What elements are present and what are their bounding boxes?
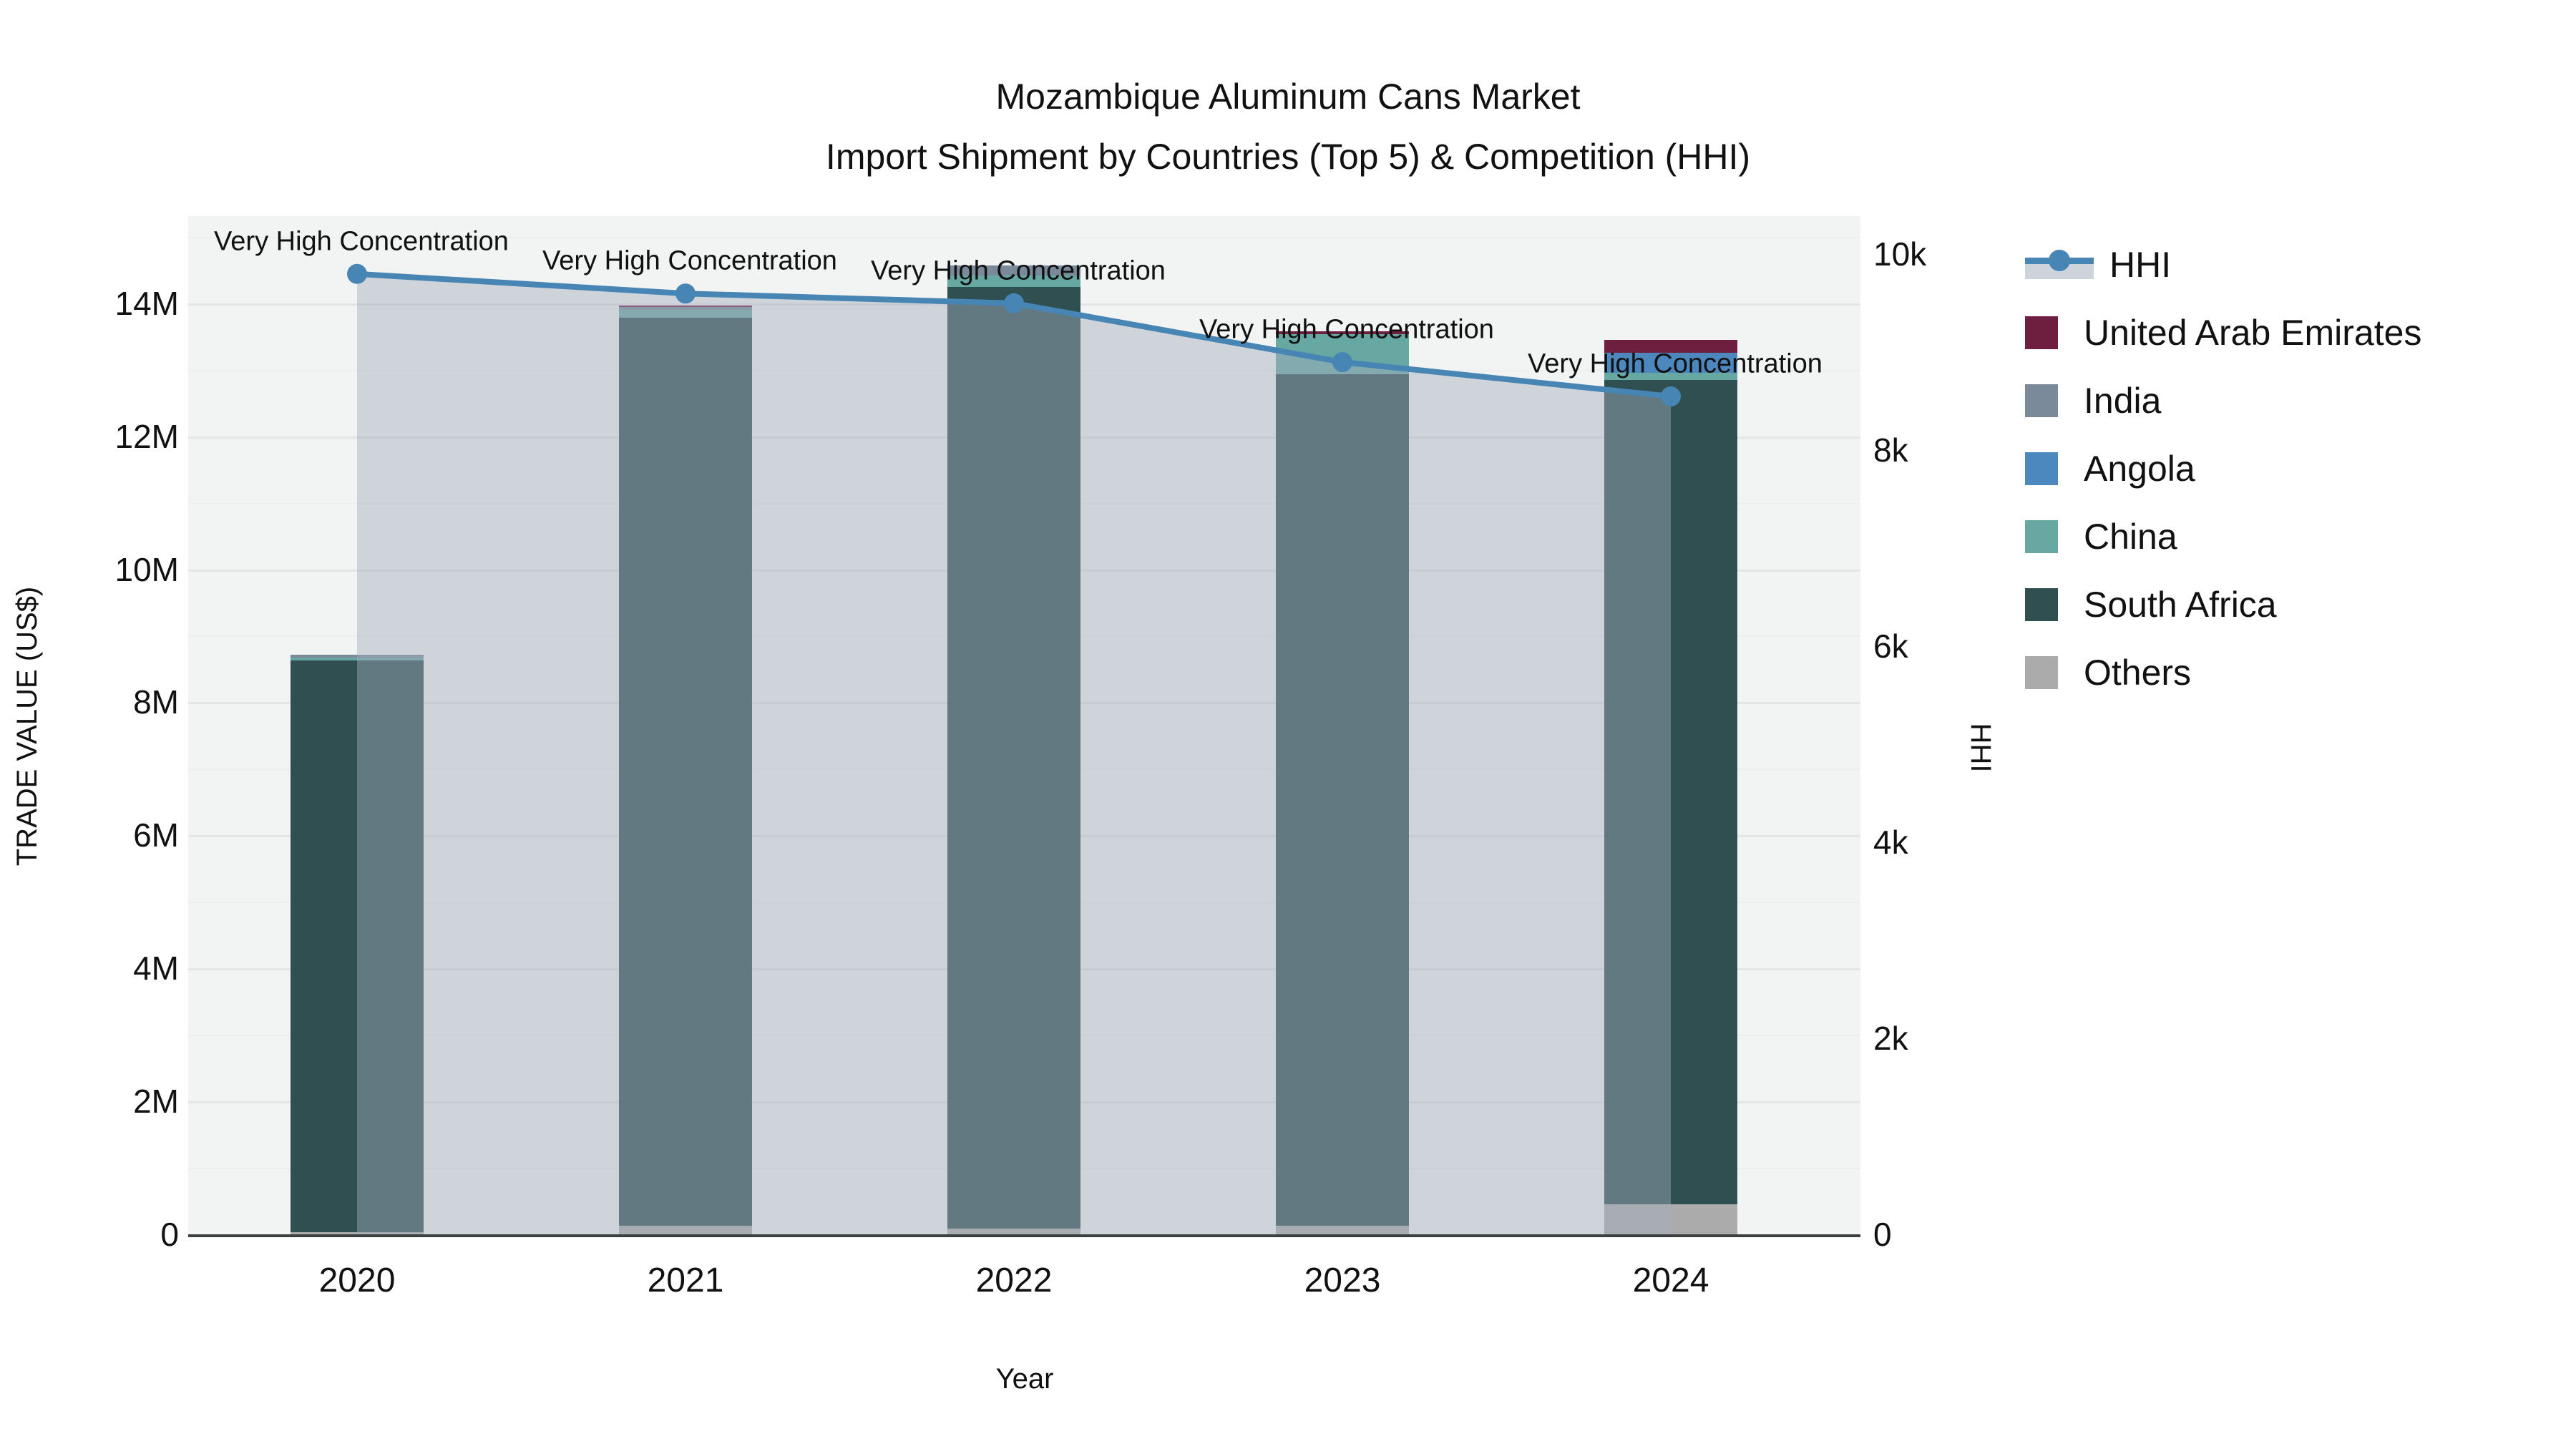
left-tick-2M: 2M [133, 1083, 179, 1121]
bar-south-africa-2020[interactable] [291, 660, 424, 1233]
legend-label: United Arab Emirates [2084, 312, 2422, 353]
legend-item-china[interactable]: China [2025, 502, 2421, 570]
left-tick-6M: 6M [133, 816, 179, 854]
x-label-2021: 2021 [647, 1262, 724, 1299]
chart-subtitle: Import Shipment by Countries (Top 5) & C… [825, 137, 1751, 177]
annotation-2020: Very High Concentration [214, 226, 509, 257]
china-swatch-icon [2025, 519, 2058, 553]
x-label-2020: 2020 [318, 1262, 396, 1299]
left-tick-14M: 14M [114, 284, 179, 322]
legend-item-south-africa[interactable]: South Africa [2025, 570, 2421, 638]
left-tick-10M: 10M [114, 550, 179, 588]
united-arab-emirates-swatch-icon [2025, 316, 2058, 349]
x-axis-title: Year [995, 1363, 1054, 1395]
legend-label: Others [2084, 652, 2192, 693]
hhi-marker-2020[interactable] [347, 263, 367, 284]
annotation-2022: Very High Concentration [871, 255, 1166, 286]
legend-label: India [2084, 380, 2162, 421]
bar-others-2023[interactable] [1276, 1225, 1409, 1234]
x-label-2023: 2023 [1304, 1262, 1381, 1299]
india-swatch-icon [2025, 384, 2058, 417]
legend-label: Angola [2084, 448, 2195, 489]
south-africa-swatch-icon [2025, 587, 2058, 621]
x-label-2022: 2022 [975, 1262, 1053, 1299]
legend-label: China [2084, 516, 2177, 557]
others-swatch-icon [2025, 655, 2058, 689]
legend: HHI United Arab Emirates India Angola China S… [2025, 230, 2421, 706]
hhi-marker-2021[interactable] [675, 283, 696, 304]
legend-label: South Africa [2084, 584, 2277, 625]
bar-india-2020[interactable] [291, 654, 424, 658]
hhi-marker-2023[interactable] [1332, 352, 1352, 373]
bar-china-2020[interactable] [291, 658, 424, 660]
hhi-legend-swatch [2025, 243, 2094, 286]
bar-south-africa-2024[interactable] [1604, 379, 1737, 1205]
bar-china-2021[interactable] [619, 310, 752, 318]
bar-south-africa-2022[interactable] [947, 287, 1080, 1229]
left-tick-4M: 4M [133, 950, 179, 987]
right-axis-title: HHI [1965, 723, 1996, 773]
right-tick-2k: 2k [1873, 1020, 1908, 1058]
bar-others-2022[interactable] [947, 1228, 1080, 1234]
right-tick-0: 0 [1873, 1216, 1892, 1253]
legend-item-angola[interactable]: Angola [2025, 434, 2421, 502]
left-tick-0: 0 [160, 1216, 179, 1253]
annotation-2024: Very High Concentration [1528, 348, 1823, 379]
hhi-marker-2022[interactable] [1004, 293, 1024, 313]
bar-united-arab-emirates-2021[interactable] [619, 305, 752, 308]
bar-others-2020[interactable] [291, 1232, 424, 1234]
left-tick-12M: 12M [114, 417, 179, 455]
left-tick-8M: 8M [133, 683, 179, 721]
bar-others-2024[interactable] [1604, 1204, 1737, 1234]
bar-india-2021[interactable] [619, 307, 752, 311]
right-tick-8k: 8k [1873, 431, 1908, 469]
bar-south-africa-2023[interactable] [1276, 374, 1409, 1226]
hhi-marker-2024[interactable] [1661, 386, 1681, 407]
angola-swatch-icon [2025, 452, 2058, 485]
bar-south-africa-2021[interactable] [619, 318, 752, 1226]
right-tick-4k: 4k [1873, 824, 1908, 862]
left-axis-title: TRADE VALUE (US$) [11, 586, 43, 867]
legend-item-united-arab-emirates[interactable]: United Arab Emirates [2025, 298, 2421, 366]
x-axis-line [188, 1234, 1860, 1237]
legend-item-others[interactable]: Others [2025, 638, 2421, 706]
right-tick-6k: 6k [1873, 628, 1908, 665]
right-tick-10k: 10k [1873, 235, 1927, 273]
legend-label: HHI [2109, 244, 2172, 285]
annotation-2021: Very High Concentration [542, 245, 837, 276]
x-label-2024: 2024 [1632, 1262, 1709, 1299]
annotation-2023: Very High Concentration [1199, 314, 1494, 345]
bar-others-2021[interactable] [619, 1225, 752, 1234]
legend-item-hhi[interactable]: HHI [2025, 230, 2421, 298]
legend-item-india[interactable]: India [2025, 366, 2421, 434]
chart-title: Mozambique Aluminum Cans Market [995, 77, 1581, 117]
gridline [188, 236, 1860, 238]
